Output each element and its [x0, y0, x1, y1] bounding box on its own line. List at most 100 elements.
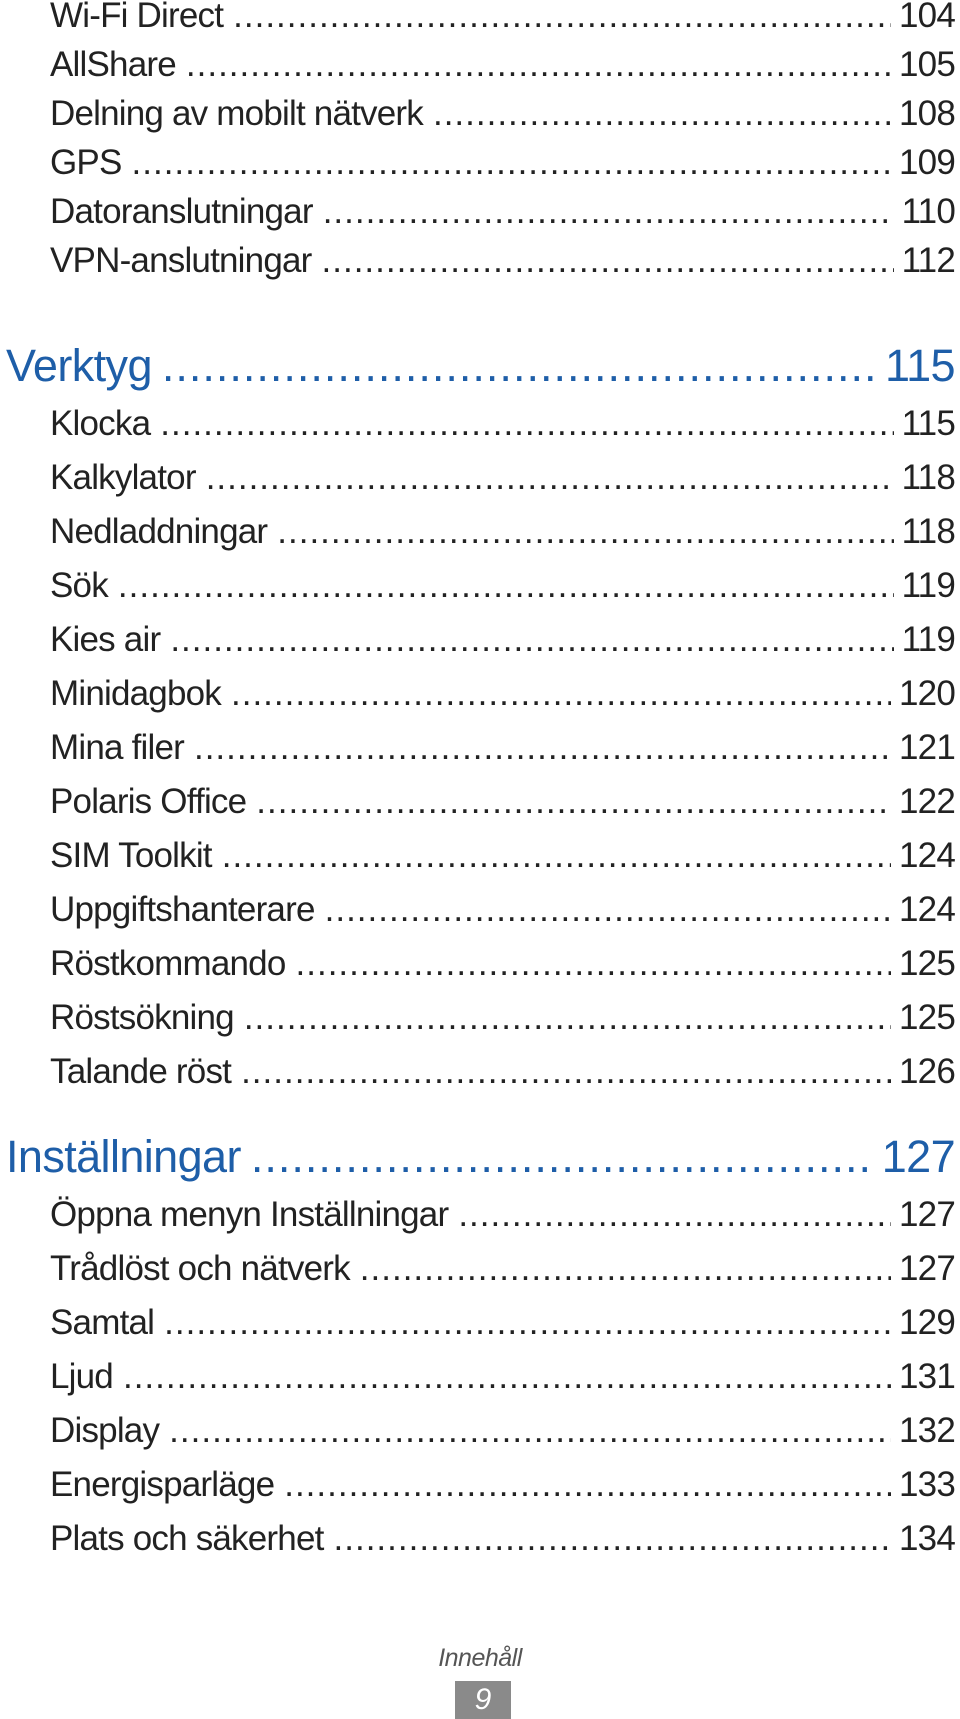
toc-entry-title: Delning av mobilt nätverk [50, 94, 424, 133]
toc-entry-page: 105 [899, 45, 955, 84]
footer-section-label: Innehåll [438, 1644, 522, 1672]
toc-entry-title: Talande röst [50, 1052, 232, 1091]
toc-entry-polaris-office[interactable]: Polaris Office 122 [50, 780, 955, 824]
toc-heading-page: 127 [881, 1131, 955, 1182]
toc-entry-kies-air[interactable]: Kies air 119 [50, 618, 955, 662]
toc-entry-title: Plats och säkerhet [50, 1519, 324, 1558]
toc-entry-title: Datoranslutningar [50, 192, 313, 231]
dot-leader [186, 43, 891, 87]
toc-entry-talande-rost[interactable]: Talande röst 126 [50, 1050, 955, 1094]
toc-entry-samtal[interactable]: Samtal 129 [50, 1301, 955, 1345]
toc-entry-page: 126 [899, 1052, 955, 1091]
toc-entry-page: 127 [899, 1249, 955, 1288]
toc-entry-rostkommando[interactable]: Röstkommando 125 [50, 942, 955, 986]
toc-heading-installningar[interactable]: Inställningar 127 [6, 1131, 955, 1183]
toc-entry-page: 109 [899, 143, 955, 182]
toc-entry-page: 108 [899, 94, 955, 133]
dot-leader [241, 1050, 891, 1094]
toc-entry-display[interactable]: Display 132 [50, 1409, 955, 1453]
toc-entry-vpn-anslutningar[interactable]: VPN-anslutningar 112 [50, 239, 955, 283]
toc-entry-wifi-direct[interactable]: Wi-Fi Direct 104 [50, 0, 955, 38]
toc-entry-title: Trådlöst och nätverk [50, 1249, 351, 1288]
toc-entry-page: 112 [901, 241, 955, 280]
toc-entry-title: SIM Toolkit [50, 836, 213, 875]
toc-entry-title: Nedladdningar [50, 512, 268, 551]
dot-leader [433, 92, 891, 136]
toc-entry-tradlost-och-natverk[interactable]: Trådlöst och nätverk 127 [50, 1247, 955, 1291]
dot-leader [296, 942, 891, 986]
dot-leader [162, 340, 877, 392]
toc-entry-title: Kalkylator [50, 458, 196, 497]
dot-leader [256, 780, 891, 824]
dot-leader [194, 726, 891, 770]
toc-entry-page: 129 [899, 1303, 955, 1342]
dot-leader [222, 834, 891, 878]
toc-heading-page: 115 [885, 340, 955, 391]
toc-entry-title: Öppna menyn Inställningar [50, 1195, 449, 1234]
toc-entry-title: AllShare [50, 45, 177, 84]
toc-entry-title: Röstsökning [50, 998, 235, 1037]
toc-entry-title: Display [50, 1411, 160, 1450]
toc-heading-verktyg[interactable]: Verktyg 115 [6, 340, 955, 392]
dot-leader [164, 1301, 891, 1345]
toc-heading-title: Inställningar [6, 1131, 241, 1182]
dot-leader [277, 510, 893, 554]
toc-entry-title: Polaris Office [50, 782, 247, 821]
toc-entry-oppna-menyn-installningar[interactable]: Öppna menyn Inställningar 127 [50, 1193, 955, 1237]
toc-entry-sok[interactable]: Sök 119 [50, 564, 955, 608]
dot-leader [233, 0, 891, 38]
dot-leader [360, 1247, 891, 1291]
dot-leader [458, 1193, 891, 1237]
toc-entry-page: 134 [899, 1519, 955, 1558]
dot-leader [325, 888, 891, 932]
toc-entry-klocka[interactable]: Klocka 115 [50, 402, 955, 446]
toc-entry-page: 131 [899, 1357, 955, 1396]
dot-leader [323, 190, 894, 234]
dot-leader [160, 402, 893, 446]
toc-entry-title: Uppgiftshanterare [50, 890, 315, 929]
toc-entry-kalkylator[interactable]: Kalkylator 118 [50, 456, 955, 500]
toc-entry-plats-och-sakerhet[interactable]: Plats och säkerhet 134 [50, 1517, 955, 1561]
toc-entry-uppgiftshanterare[interactable]: Uppgiftshanterare 124 [50, 888, 955, 932]
toc-heading-title: Verktyg [6, 340, 152, 391]
toc-entry-gps[interactable]: GPS 109 [50, 141, 955, 185]
toc-entry-page: 120 [899, 674, 955, 713]
toc-entry-nedladdningar[interactable]: Nedladdningar 118 [50, 510, 955, 554]
toc-entry-title: Energisparläge [50, 1465, 275, 1504]
toc-entry-mina-filer[interactable]: Mina filer 121 [50, 726, 955, 770]
toc-entry-page: 104 [899, 0, 955, 35]
dot-leader [206, 456, 894, 500]
dot-leader [244, 996, 891, 1040]
toc-entry-minidagbok[interactable]: Minidagbok 120 [50, 672, 955, 716]
toc-entry-title: Sök [50, 566, 109, 605]
dot-leader [334, 1517, 891, 1561]
toc-entry-page: 119 [901, 620, 955, 659]
toc-entry-ljud[interactable]: Ljud 131 [50, 1355, 955, 1399]
toc-entry-title: Minidagbok [50, 674, 222, 713]
toc-entry-allshare[interactable]: AllShare 105 [50, 43, 955, 87]
toc-entry-page: 124 [899, 836, 955, 875]
toc-entry-title: Kies air [50, 620, 161, 659]
toc-entry-page: 125 [899, 998, 955, 1037]
toc-entry-page: 122 [899, 782, 955, 821]
toc-entry-title: Mina filer [50, 728, 185, 767]
toc-entry-title: Röstkommando [50, 944, 286, 983]
toc-entry-page: 132 [899, 1411, 955, 1450]
toc-entry-page: 124 [899, 890, 955, 929]
toc-entry-title: Klocka [50, 404, 151, 443]
toc-entry-energisparlage[interactable]: Energisparläge 133 [50, 1463, 955, 1507]
toc-entry-datoranslutningar[interactable]: Datoranslutningar 110 [50, 190, 955, 234]
toc-entry-page: 127 [899, 1195, 955, 1234]
dot-leader [118, 564, 894, 608]
toc-entry-rostsokning[interactable]: Röstsökning 125 [50, 996, 955, 1040]
dot-leader [322, 239, 894, 283]
toc-entry-delning-av-mobilt-natverk[interactable]: Delning av mobilt nätverk 108 [50, 92, 955, 136]
toc-entry-title: Ljud [50, 1357, 114, 1396]
dot-leader [123, 1355, 891, 1399]
dot-leader [284, 1463, 891, 1507]
dot-leader [169, 1409, 891, 1453]
toc-entry-page: 119 [901, 566, 955, 605]
toc-entry-sim-toolkit[interactable]: SIM Toolkit 124 [50, 834, 955, 878]
dot-leader [251, 1131, 874, 1183]
toc-entry-title: VPN-anslutningar [50, 241, 312, 280]
